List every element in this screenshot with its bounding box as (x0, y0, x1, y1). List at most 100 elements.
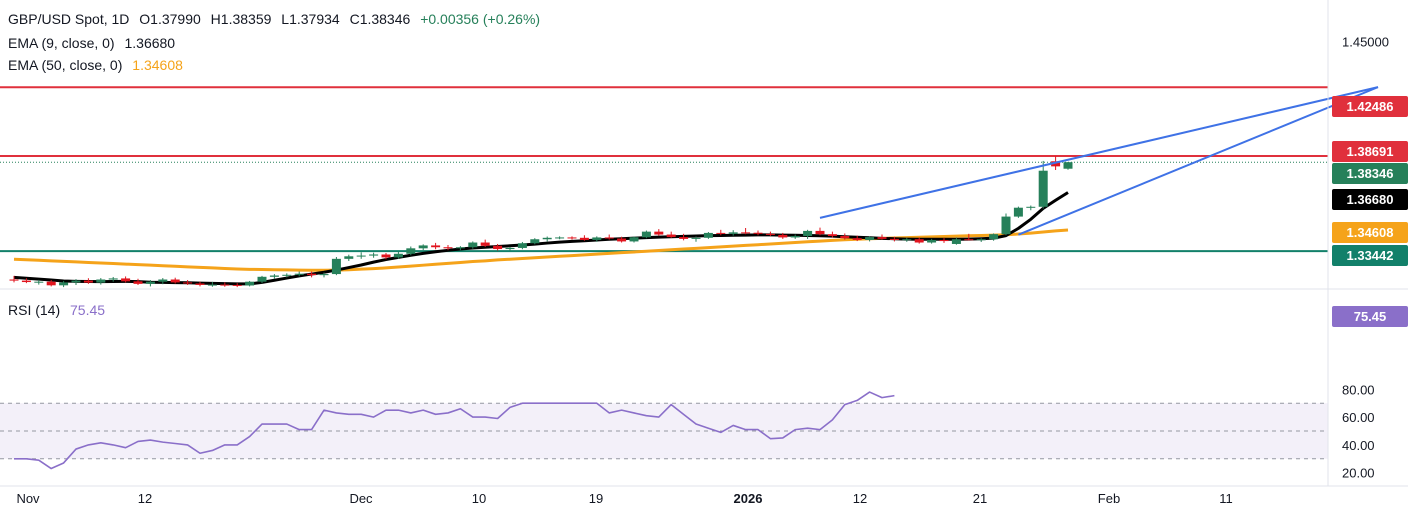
candle (827, 231, 837, 238)
change-value: +0.00356 (+0.26%) (420, 11, 541, 27)
candle (9, 275, 19, 283)
candle (753, 230, 763, 236)
candle (381, 253, 391, 260)
candle (121, 276, 131, 283)
ema50-label: EMA (50, close, 0) (8, 57, 123, 73)
ema9-legend: EMA (9, close, 0) 1.36680 (8, 34, 181, 52)
candle-body (679, 237, 689, 239)
candle-body (815, 230, 825, 235)
time-tick-label: Nov (16, 491, 40, 506)
candle-body (1026, 206, 1036, 208)
candle-body (71, 280, 81, 283)
candle (765, 231, 775, 236)
candle (493, 243, 503, 251)
candle (282, 273, 292, 278)
candle (170, 277, 180, 284)
candle (245, 280, 255, 287)
rsi-legend: RSI (14) 75.45 (8, 301, 111, 319)
candle (840, 233, 850, 240)
candle (741, 228, 751, 235)
candle-body (914, 239, 924, 243)
candle-body (691, 237, 701, 239)
candle (369, 252, 379, 258)
candle-body (1038, 170, 1048, 207)
time-tick-label: 11 (1219, 491, 1233, 506)
candle (877, 234, 887, 240)
candle (34, 279, 44, 285)
candle (617, 236, 627, 243)
candle-body (145, 281, 155, 284)
candle-body (1013, 207, 1023, 217)
candle (989, 233, 999, 241)
candle-body (790, 235, 800, 238)
candle (530, 238, 540, 245)
rsi-pane (0, 391, 1328, 470)
candle (406, 246, 416, 256)
candle (951, 237, 961, 245)
candle-body (21, 280, 31, 283)
candle (555, 236, 565, 240)
time-tick-label: 12 (853, 491, 867, 506)
candle (1001, 213, 1011, 236)
candle (976, 238, 986, 242)
candle-body (840, 235, 850, 239)
candle-body (96, 279, 106, 283)
candle (964, 233, 974, 241)
candle (1013, 206, 1023, 218)
ema9-value: 1.36680 (124, 35, 176, 51)
ema9-label: EMA (9, close, 0) (8, 35, 115, 51)
candle-body (778, 234, 788, 238)
candle (83, 278, 93, 284)
candle (1063, 162, 1073, 170)
ema9-tag: 1.36680 (1332, 189, 1408, 210)
candle-body (158, 279, 168, 282)
candle-body (530, 239, 540, 244)
candle (1026, 205, 1036, 211)
candle (319, 272, 329, 278)
candle (865, 236, 875, 242)
close-value: C1.38346 (349, 11, 411, 27)
candle-body (753, 232, 763, 234)
candle (480, 239, 490, 247)
candle-body (468, 242, 478, 248)
candle-body (9, 279, 19, 281)
candle (183, 280, 193, 285)
candle (778, 232, 788, 239)
candle (307, 271, 317, 278)
resistance-1-tag: 1.42486 (1332, 96, 1408, 117)
candle-body (220, 284, 230, 286)
high-value: H1.38359 (210, 11, 272, 27)
candle-body (989, 234, 999, 240)
candle (889, 236, 899, 242)
price-pane (0, 86, 1379, 288)
candle (269, 274, 279, 279)
candle-body (406, 248, 416, 254)
candle-body (393, 253, 403, 258)
candle (418, 244, 428, 251)
candle-body (939, 239, 949, 242)
candle-body (964, 239, 974, 241)
candle-body (344, 256, 354, 259)
candle-body (567, 237, 577, 239)
candle-body (59, 282, 69, 286)
time-tick-label: 21 (973, 491, 987, 506)
candle-body (716, 232, 726, 234)
candle (1038, 160, 1048, 209)
candle (914, 237, 924, 244)
candle-body (245, 281, 255, 286)
candle (356, 252, 366, 259)
candle-body (195, 283, 205, 285)
candle (468, 241, 478, 249)
candle-body (480, 242, 490, 246)
candle-body (803, 230, 813, 236)
candle-body (865, 237, 875, 240)
candle-body (257, 276, 267, 282)
candle-body (133, 281, 143, 284)
candle-body (641, 231, 651, 238)
candle-body (207, 284, 217, 286)
rsi-tick-label: 60.00 (1342, 410, 1375, 425)
candle-body (654, 231, 664, 235)
trend-line-0 (819, 86, 1379, 219)
candle-body (108, 278, 118, 280)
candle-body (666, 234, 676, 238)
